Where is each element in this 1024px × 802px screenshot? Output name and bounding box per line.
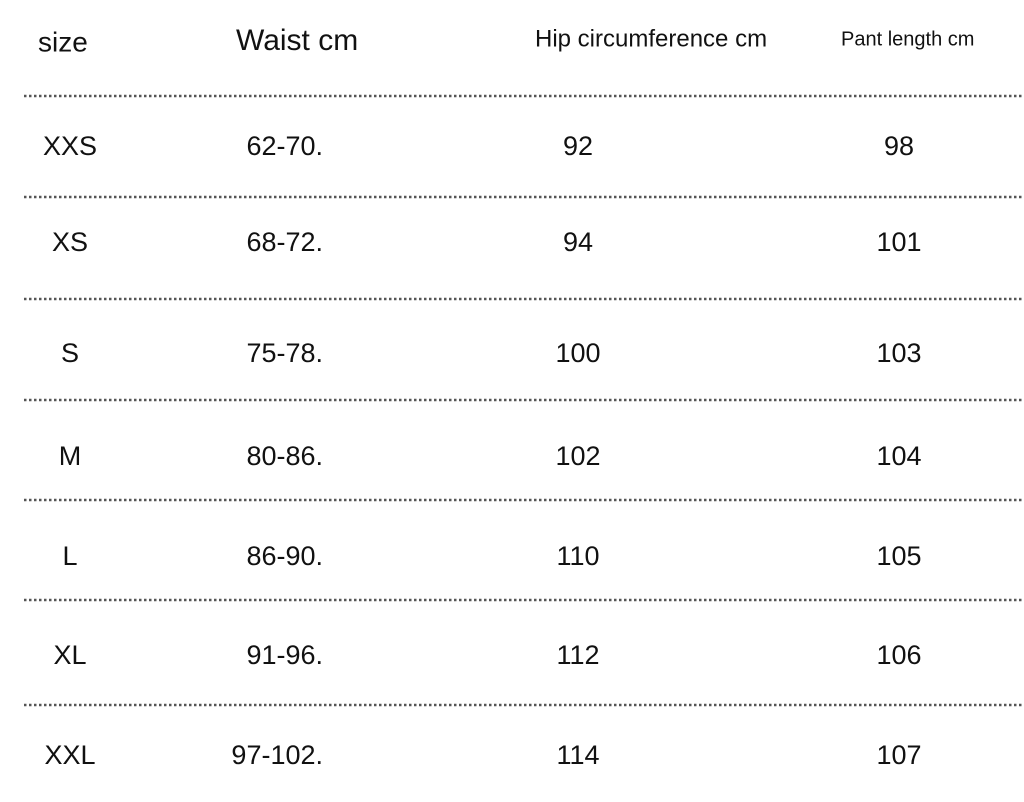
pant-length-cell: 104 bbox=[876, 441, 921, 471]
header-hip: Hip circumference cm bbox=[535, 25, 767, 52]
waist-cell: 75-78. bbox=[246, 338, 323, 368]
row-dividers bbox=[24, 94, 1024, 707]
waist-cell: 62-70. bbox=[246, 131, 323, 161]
size-cell: L bbox=[62, 541, 77, 571]
pant-length-cell: 105 bbox=[876, 541, 921, 571]
size-cell: S bbox=[61, 338, 79, 368]
size-cell: XXL bbox=[44, 740, 95, 770]
size-cell: XS bbox=[52, 227, 88, 257]
size-cell: M bbox=[59, 441, 82, 471]
waist-cell: 86-90. bbox=[246, 541, 323, 571]
header-size: size bbox=[38, 26, 88, 57]
hip-cell: 100 bbox=[555, 338, 600, 368]
pant-length-cell: 103 bbox=[876, 338, 921, 368]
waist-cell: 80-86. bbox=[246, 441, 323, 471]
header-pant: Pant length cm bbox=[841, 28, 974, 50]
hip-cell: 112 bbox=[556, 640, 599, 670]
hip-cell: 94 bbox=[563, 227, 593, 257]
waist-cell: 68-72. bbox=[246, 227, 323, 257]
size-cell: XXS bbox=[43, 131, 97, 161]
waist-cell: 91-96. bbox=[246, 640, 323, 670]
hip-cell: 102 bbox=[555, 441, 600, 471]
hip-cell: 110 bbox=[556, 541, 599, 571]
header-waist: Waist cm bbox=[236, 24, 358, 57]
pant-length-cell: 106 bbox=[876, 640, 921, 670]
pant-length-cell: 98 bbox=[884, 131, 914, 161]
hip-cell: 114 bbox=[556, 740, 599, 770]
hip-cell: 92 bbox=[563, 131, 593, 161]
size-cell: XL bbox=[53, 640, 86, 670]
pant-length-cell: 101 bbox=[876, 227, 921, 257]
waist-cell: 97-102. bbox=[231, 740, 323, 770]
pant-length-cell: 107 bbox=[876, 740, 921, 770]
